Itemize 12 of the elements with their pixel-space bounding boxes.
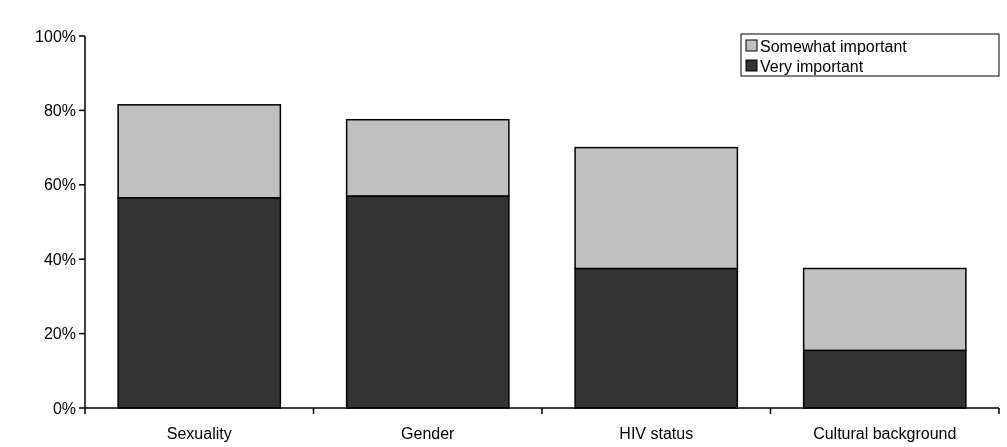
x-tick-label: Sexuality xyxy=(166,425,232,442)
y-tick-label: 20% xyxy=(43,325,76,343)
y-tick-label: 80% xyxy=(43,102,76,119)
x-tick-label: Gender xyxy=(401,425,456,442)
y-tick-label: 100% xyxy=(35,27,76,45)
y-tick-label: 60% xyxy=(43,176,76,194)
y-tick-label: 40% xyxy=(43,250,76,268)
x-tick-label: HIV status xyxy=(619,425,694,442)
x-tick-label: Cultural background xyxy=(813,425,957,442)
legend-label: Very important xyxy=(760,57,864,75)
y-tick-label: 0% xyxy=(52,399,76,417)
legend-label: Somewhat important xyxy=(760,37,908,55)
